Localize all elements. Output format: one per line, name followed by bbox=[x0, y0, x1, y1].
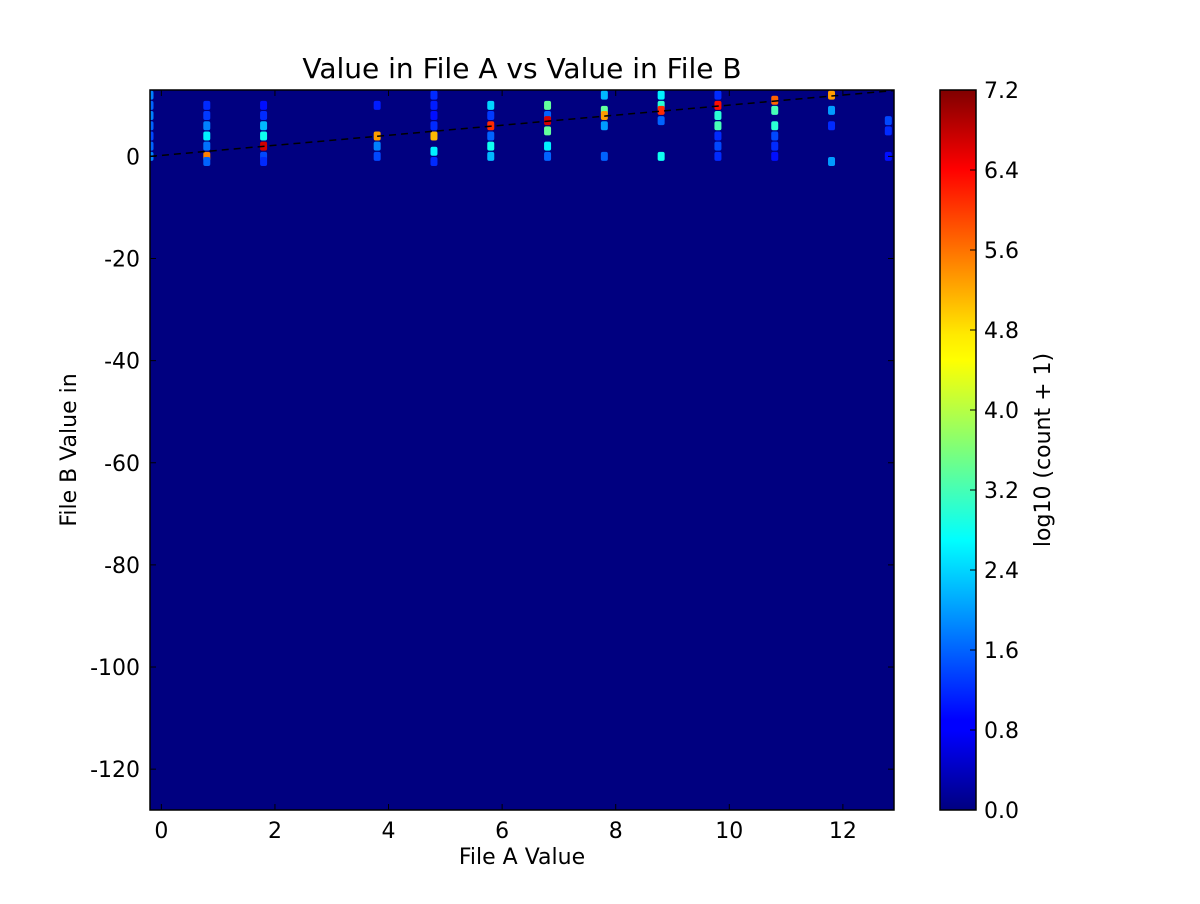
x-tick-label: 2 bbox=[268, 819, 282, 844]
x-tick-label: 10 bbox=[715, 819, 743, 844]
y-tick-label: -60 bbox=[104, 452, 140, 477]
heatmap-cell bbox=[203, 100, 211, 110]
x-axis-label: File A Value bbox=[459, 845, 585, 870]
y-tick-label: -80 bbox=[104, 554, 140, 579]
heatmap-cell bbox=[430, 111, 438, 121]
heatmap-cell bbox=[430, 100, 438, 110]
x-tick-label: 4 bbox=[382, 819, 396, 844]
heatmap-cell bbox=[657, 105, 665, 115]
heatmap-cell bbox=[884, 116, 892, 126]
heatmap-cell bbox=[544, 151, 552, 161]
heatmap-cell bbox=[430, 156, 438, 166]
colorbar-tick-label: 4.0 bbox=[984, 399, 1019, 424]
heatmap-cell bbox=[430, 131, 438, 141]
heatmap-cell bbox=[430, 121, 438, 131]
x-tick-label: 12 bbox=[829, 819, 857, 844]
heatmap-cell bbox=[657, 90, 665, 100]
heatmap-cell bbox=[714, 111, 722, 121]
y-tick-label: -40 bbox=[104, 350, 140, 375]
colorbar-tick-label: 7.2 bbox=[984, 79, 1019, 104]
reference-line bbox=[150, 90, 894, 158]
heatmap-cell bbox=[657, 151, 665, 161]
heatmap-cell bbox=[373, 100, 381, 110]
colorbar-label: log10 (count + 1) bbox=[1031, 353, 1056, 547]
heatmap-cell bbox=[203, 156, 211, 166]
heatmap-cell bbox=[203, 131, 211, 141]
heatmap-cell bbox=[828, 156, 836, 166]
heatmap-cell bbox=[203, 111, 211, 121]
heatmap-cell bbox=[487, 131, 495, 141]
heatmap-cell bbox=[260, 131, 268, 141]
y-tick-label: -100 bbox=[90, 656, 140, 681]
heatmap-cell bbox=[260, 100, 268, 110]
heatmap-cell bbox=[771, 121, 779, 131]
colorbar-tick-label: 2.4 bbox=[984, 559, 1019, 584]
x-tick-label: 6 bbox=[495, 819, 509, 844]
heatmap-cell bbox=[430, 90, 438, 100]
heatmap-cell bbox=[714, 141, 722, 151]
heatmap-cell bbox=[714, 90, 722, 100]
colorbar-tick-label: 0.0 bbox=[984, 799, 1019, 824]
heatmap-cell bbox=[260, 111, 268, 121]
heatmap-cell bbox=[150, 131, 154, 141]
x-tick-label: 8 bbox=[609, 819, 623, 844]
heatmap-cell bbox=[544, 141, 552, 151]
heatmap-cell bbox=[884, 126, 892, 136]
y-axis-ticks: 0 -20 -40 -60 -80 -100 -120 bbox=[90, 145, 894, 783]
colorbar-tick-label: 6.4 bbox=[984, 159, 1019, 184]
heatmap-cell bbox=[828, 105, 836, 115]
colorbar-tick-label: 1.6 bbox=[984, 639, 1019, 664]
heatmap-cell bbox=[487, 141, 495, 151]
heatmap-cell bbox=[487, 151, 495, 161]
heatmap-cell bbox=[373, 151, 381, 161]
colorbar-tick-label: 0.8 bbox=[984, 719, 1019, 744]
heatmap-cell bbox=[657, 116, 665, 126]
heatmap-cell bbox=[203, 141, 211, 151]
heatmap-cell bbox=[260, 121, 268, 131]
y-tick-label: -20 bbox=[104, 248, 140, 273]
colorbar bbox=[939, 89, 977, 811]
chart-title: Value in File A vs Value in File B bbox=[302, 52, 741, 85]
heatmap-cell bbox=[828, 90, 836, 100]
heatmap-cell bbox=[260, 156, 268, 166]
heatmap-cell bbox=[714, 131, 722, 141]
heatmap-cell bbox=[600, 151, 608, 161]
x-tick-label: 0 bbox=[154, 819, 168, 844]
heatmap-cell bbox=[828, 121, 836, 131]
heatmap-cell bbox=[771, 141, 779, 151]
plot-area bbox=[150, 90, 894, 810]
heatmap-cell bbox=[544, 100, 552, 110]
x-axis-ticks: 0 2 4 6 8 10 12 bbox=[154, 90, 857, 844]
heatmap-cell bbox=[487, 100, 495, 110]
heatmap-cell bbox=[487, 111, 495, 121]
plot-frame bbox=[149, 89, 895, 811]
heatmap-cells bbox=[150, 90, 892, 166]
heatmap-cell bbox=[714, 151, 722, 161]
heatmap-cell bbox=[373, 141, 381, 151]
heatmap-cell bbox=[771, 105, 779, 115]
heatmap-cell bbox=[714, 121, 722, 131]
heatmap-cell bbox=[150, 100, 154, 110]
heatmap-cell bbox=[430, 146, 438, 156]
heatmap-cell bbox=[771, 131, 779, 141]
heatmap-cell bbox=[600, 90, 608, 100]
heatmap-cell bbox=[600, 121, 608, 131]
heatmap-cell bbox=[203, 121, 211, 131]
heatmap-cell bbox=[771, 151, 779, 161]
colorbar-tick-label: 3.2 bbox=[984, 479, 1019, 504]
y-axis-label: File B Value in bbox=[57, 373, 82, 526]
heatmap-cell bbox=[150, 90, 154, 100]
heatmap-cell bbox=[544, 126, 552, 136]
heatmap-cell bbox=[771, 95, 779, 105]
colorbar-ticks: 0.0 0.8 1.6 2.4 3.2 4.0 4.8 5.6 6.4 7.2 bbox=[970, 79, 1019, 824]
heatmap-cell bbox=[150, 141, 154, 151]
heatmap-cell bbox=[150, 111, 154, 121]
heatmap-cell bbox=[714, 100, 722, 110]
colorbar-tick-label: 5.6 bbox=[984, 239, 1019, 264]
heatmap-cell bbox=[150, 121, 154, 131]
y-tick-label: 0 bbox=[126, 145, 140, 170]
colorbar-tick-label: 4.8 bbox=[984, 319, 1019, 344]
y-tick-label: -120 bbox=[90, 758, 140, 783]
